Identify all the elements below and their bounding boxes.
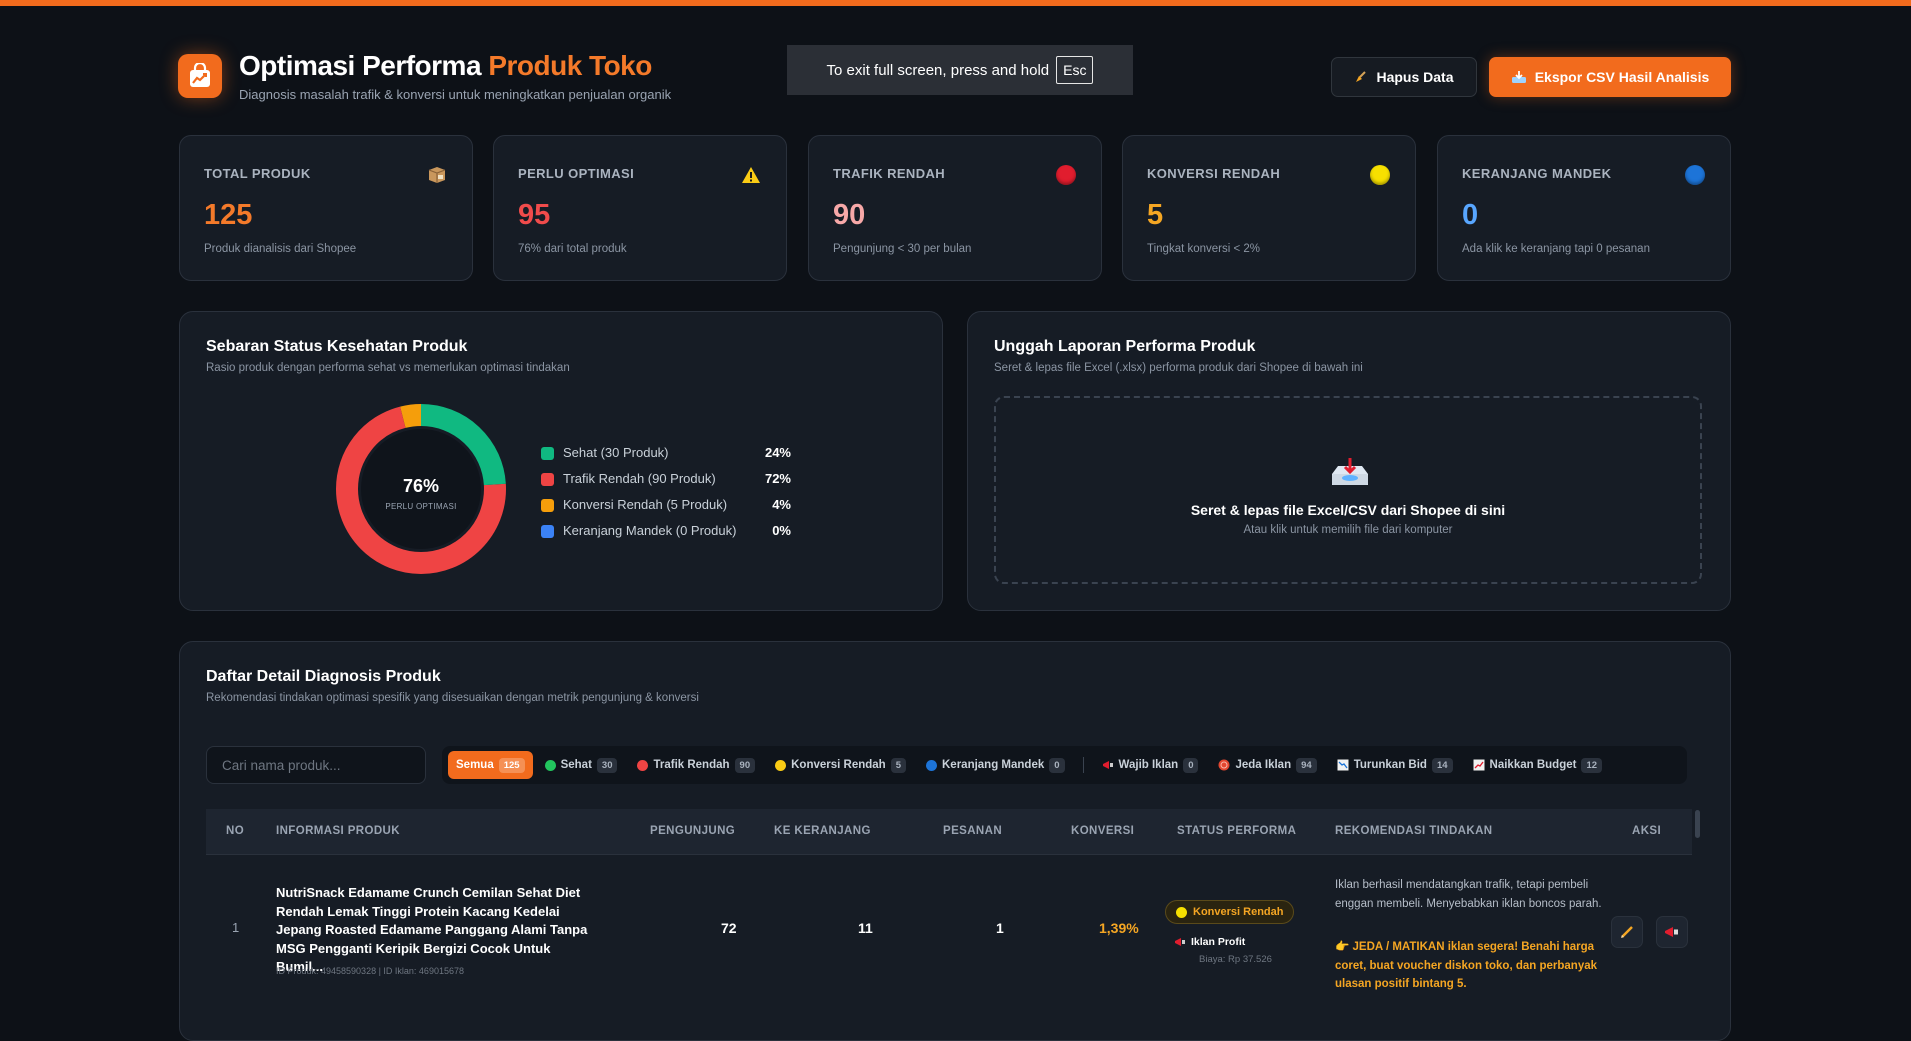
file-dropzone[interactable]: Seret & lepas file Excel/CSV dari Shopee… [994, 396, 1702, 584]
megaphone-icon [1665, 927, 1678, 937]
table-row: 1 NutriSnack Edamame Crunch Cemilan Seha… [206, 854, 1692, 1014]
stat-value: 0 [1462, 199, 1479, 231]
filter-divider [1082, 757, 1084, 773]
stat-card-stuck-cart: KERANJANG MANDEK 0 Ada klik ke keranjang… [1437, 135, 1731, 281]
product-ids: ID Produk: 49458590328 | ID Iklan: 46901… [276, 966, 464, 976]
stat-card-low-traffic: TRAFIK RENDAH 90 Pengunjung < 30 per bul… [808, 135, 1102, 281]
filter-chip-low-conversion[interactable]: Konversi Rendah 5 [767, 751, 914, 779]
health-donut-chart [336, 404, 506, 574]
donut-legend: Sehat (30 Produk) 24% Trafik Rendah (90 P… [541, 445, 791, 549]
filter-chip-healthy[interactable]: Sehat 30 [537, 751, 626, 779]
legend-item: Trafik Rendah (90 Produk) 72% [541, 471, 791, 497]
stat-card-low-conversion: KONVERSI RENDAH 5 Tingkat konversi < 2% [1122, 135, 1416, 281]
ads-tag: Iklan Profit [1174, 936, 1245, 948]
table-header: NO INFORMASI PRODUK PENGUNJUNG KE KERANJ… [206, 809, 1692, 855]
filter-bar: Semua 125 Sehat 30 Trafik Rendah 90 Konvers… [442, 746, 1687, 784]
donut-center: 76% PERLU OPTIMASI [336, 404, 506, 574]
esc-key: Esc [1056, 56, 1094, 84]
stat-value: 95 [518, 199, 551, 231]
filter-chip-pause-ads[interactable]: Jeda Iklan 94 [1210, 751, 1324, 779]
pencil-icon [1621, 926, 1633, 938]
ads-cost: Biaya: Rp 37.526 [1199, 954, 1272, 965]
page-subtitle: Diagnosis masalah trafik & konversi untu… [239, 87, 672, 102]
red-circle-icon [1055, 164, 1077, 186]
filter-chip-raise-budget[interactable]: Naikkan Budget 12 [1465, 751, 1611, 779]
package-icon [426, 164, 448, 186]
donut-slice-0 [336, 404, 506, 574]
stop-circle-icon [1218, 759, 1230, 771]
megaphone-icon [1175, 938, 1185, 946]
shopping-bag-chart-icon [178, 54, 222, 98]
product-name: NutriSnack Edamame Crunch Cemilan Sehat … [276, 885, 588, 974]
legend-item: Konversi Rendah (5 Produk) 4% [541, 497, 791, 523]
upload-panel: Unggah Laporan Performa Produk Seret & l… [967, 311, 1731, 611]
product-search-input[interactable] [206, 746, 426, 784]
warning-icon [740, 164, 762, 186]
export-csv-button[interactable]: Ekspor CSV Hasil Analisis [1489, 57, 1731, 97]
blue-circle-icon [1684, 164, 1706, 186]
filter-chip-all[interactable]: Semua 125 [448, 751, 533, 779]
product-list-panel: Daftar Detail Diagnosis Produk Rekomenda… [179, 641, 1731, 1041]
ads-action-button[interactable] [1656, 916, 1688, 948]
blue-dot-icon [926, 759, 937, 771]
legend-item: Sehat (30 Produk) 24% [541, 445, 791, 471]
table-scrollbar[interactable] [1695, 810, 1700, 838]
stat-value: 90 [833, 199, 866, 231]
stat-card-optimize: PERLU OPTIMASI 95 76% dari total produk [493, 135, 787, 281]
inbox-tray-icon [1511, 71, 1526, 83]
status-badge: Konversi Rendah [1165, 900, 1295, 924]
yellow-dot-icon [1176, 906, 1187, 918]
green-dot-icon [544, 759, 556, 771]
stat-value: 125 [204, 199, 253, 231]
health-panel: Sebaran Status Kesehatan Produk Rasio pr… [179, 311, 943, 611]
megaphone-icon [1102, 761, 1113, 769]
filter-chip-must-advertise[interactable]: Wajib Iklan 0 [1094, 751, 1207, 779]
stat-value: 5 [1147, 199, 1164, 231]
donut-center-caption: PERLU OPTIMASI [385, 502, 457, 511]
page-title: Optimasi Performa Produk Toko [239, 50, 652, 81]
inbox-tray-icon [1332, 458, 1368, 485]
top-accent-bar [0, 0, 1911, 6]
yellow-dot-icon [775, 759, 787, 771]
legend-item: Keranjang Mandek (0 Produk) 0% [541, 523, 791, 549]
edit-button[interactable] [1611, 916, 1643, 948]
donut-center-value: 76% [402, 476, 440, 496]
filter-chip-stuck-cart[interactable]: Keranjang Mandek 0 [918, 751, 1073, 779]
chart-up-icon [1473, 759, 1485, 771]
clear-data-button[interactable]: Hapus Data [1331, 57, 1477, 97]
broom-icon [1356, 71, 1367, 82]
fullscreen-notice: To exit full screen, press and hold Esc [787, 45, 1133, 95]
recommendation-text: Iklan berhasil mendatangkan trafik, teta… [1335, 879, 1602, 910]
filter-chip-low-traffic[interactable]: Trafik Rendah 90 [629, 751, 763, 779]
donut-slice-1 [336, 404, 506, 574]
chart-down-icon [1337, 759, 1349, 771]
recommendation-action: 👉 JEDA / MATIKAN iklan segera! Benahi ha… [1335, 941, 1598, 990]
stat-card-total: TOTAL PRODUK 125 Produk dianalisis dari … [179, 135, 473, 281]
red-dot-icon [637, 759, 649, 771]
filter-chip-lower-bid[interactable]: Turunkan Bid 14 [1329, 751, 1461, 779]
yellow-circle-icon [1369, 164, 1391, 186]
